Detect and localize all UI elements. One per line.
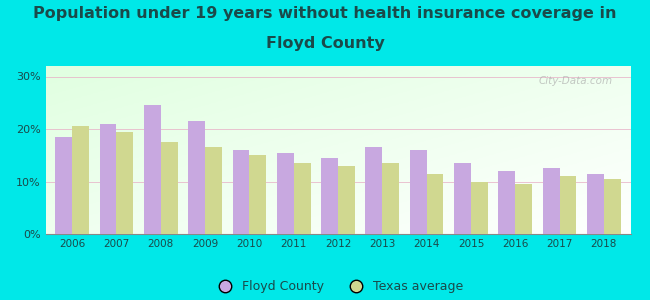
Bar <box>543 168 560 234</box>
Bar <box>382 163 399 234</box>
Text: Population under 19 years without health insurance coverage in: Population under 19 years without health… <box>33 6 617 21</box>
Bar <box>587 174 604 234</box>
Text: City-Data.com: City-Data.com <box>539 76 613 86</box>
Bar <box>277 153 294 234</box>
Bar <box>55 137 72 234</box>
Bar <box>471 182 488 234</box>
Bar <box>161 142 177 234</box>
Bar <box>144 105 161 234</box>
Bar <box>205 147 222 234</box>
Text: Floyd County: Floyd County <box>266 36 384 51</box>
Bar <box>250 155 266 234</box>
Bar <box>426 174 443 234</box>
Bar <box>99 124 116 234</box>
Bar <box>499 171 515 234</box>
Bar <box>560 176 577 234</box>
Bar <box>233 150 250 234</box>
Bar <box>321 158 338 234</box>
Bar <box>72 126 89 234</box>
Bar <box>338 166 355 234</box>
Bar <box>294 163 311 234</box>
Bar <box>188 121 205 234</box>
Bar <box>454 163 471 234</box>
Bar <box>365 147 382 234</box>
Bar <box>116 132 133 234</box>
Bar <box>604 179 621 234</box>
Legend: Floyd County, Texas average: Floyd County, Texas average <box>207 275 469 298</box>
Bar <box>410 150 426 234</box>
Bar <box>515 184 532 234</box>
